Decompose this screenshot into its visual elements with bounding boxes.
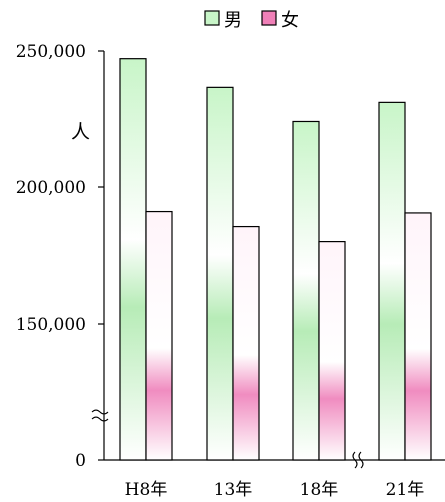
bar-male	[378, 101, 406, 461]
y-tick-label: 250,000	[16, 42, 86, 62]
x-tick-label: 21年	[386, 480, 425, 500]
legend-label-female: 女	[281, 10, 299, 31]
legend-swatch-female	[261, 10, 277, 26]
bar-male	[206, 86, 234, 461]
bars	[119, 58, 432, 461]
x-axis-break-mark	[358, 451, 364, 469]
legend-swatch-male	[204, 10, 220, 26]
x-tick-label: H8年	[125, 480, 168, 500]
x-axis-break-mark	[352, 451, 358, 469]
y-axis-break-mark	[91, 416, 109, 422]
y-ticks: 250,000 200,000 150,000 0	[16, 42, 104, 471]
x-tick-label: 13年	[214, 480, 253, 500]
bar-female	[145, 210, 173, 461]
y-tick-label: 0	[75, 451, 86, 471]
legend-label-male: 男	[224, 10, 242, 31]
axis-break	[91, 409, 364, 469]
bar-female	[318, 241, 346, 461]
y-axis-unit: 人	[71, 121, 90, 143]
y-tick-label: 200,000	[16, 178, 86, 198]
bar-female	[404, 212, 432, 461]
bar-female	[232, 225, 260, 461]
y-tick-label: 150,000	[16, 315, 86, 335]
bar-male	[119, 58, 147, 461]
legend: 男 女	[204, 10, 299, 31]
y-axis-break-mark	[91, 409, 109, 415]
x-tick-labels: H8年 13年 18年 21年	[125, 480, 425, 500]
bar-male	[292, 120, 320, 461]
x-tick-label: 18年	[300, 480, 339, 500]
